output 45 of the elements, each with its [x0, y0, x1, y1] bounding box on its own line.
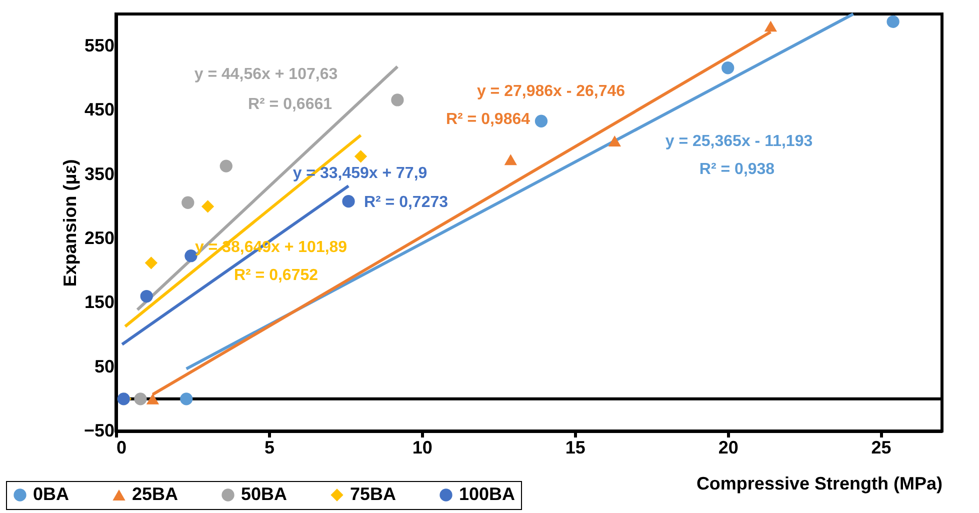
point: [220, 160, 232, 172]
y-tick-label: 250: [84, 228, 114, 248]
point: [146, 393, 160, 404]
point: [134, 392, 147, 406]
point: [182, 196, 194, 209]
annotation: R² = 0,938: [699, 161, 775, 178]
x-tick-label: 10: [412, 438, 432, 458]
y-tick-label: 450: [84, 100, 114, 120]
y-tick-label: 50: [94, 356, 114, 376]
point: [534, 114, 548, 128]
point: [886, 15, 900, 28]
x-axis-title: Compressive Strength (MPa): [696, 474, 942, 494]
y-axis-title: Expansion (με): [60, 159, 80, 287]
legend-label: 50BA: [241, 484, 288, 504]
y-tick-label: 350: [84, 164, 114, 184]
point: [354, 150, 368, 163]
legend-label: 25BA: [132, 484, 178, 504]
point: [504, 154, 517, 166]
annotation: R² = 0,6661: [248, 96, 332, 113]
y-tick-label: −50: [84, 420, 114, 440]
annotation: R² = 0,7273: [364, 194, 448, 211]
point: [391, 94, 404, 106]
annotation: R² = 0,9864: [446, 111, 530, 128]
x-tick-label: 0: [116, 438, 127, 458]
y-tick-label: 550: [84, 36, 114, 56]
annotation: y = 25,365x - 11,193: [665, 133, 813, 150]
legend-label: 75BA: [350, 484, 396, 504]
point: [764, 20, 778, 32]
point: [342, 195, 355, 208]
legend-label: 100BA: [459, 484, 516, 504]
point: [201, 200, 214, 213]
point: [140, 290, 153, 303]
x-tick-label: 5: [264, 438, 274, 458]
x-tick-label: 25: [871, 438, 892, 458]
point: [722, 62, 734, 74]
y-tick-label: 150: [84, 292, 114, 312]
point: [144, 256, 158, 270]
x-tick-label: 20: [718, 438, 738, 458]
annotation: R² = 0,6752: [234, 267, 318, 284]
x-tick-label: 15: [565, 438, 586, 458]
annotation: y = 44,56x + 107,63: [194, 66, 338, 83]
legend-label: 0BA: [33, 484, 70, 504]
point: [180, 392, 193, 406]
point: [608, 136, 621, 146]
annotation: y = 27,986x - 26,746: [476, 83, 626, 100]
